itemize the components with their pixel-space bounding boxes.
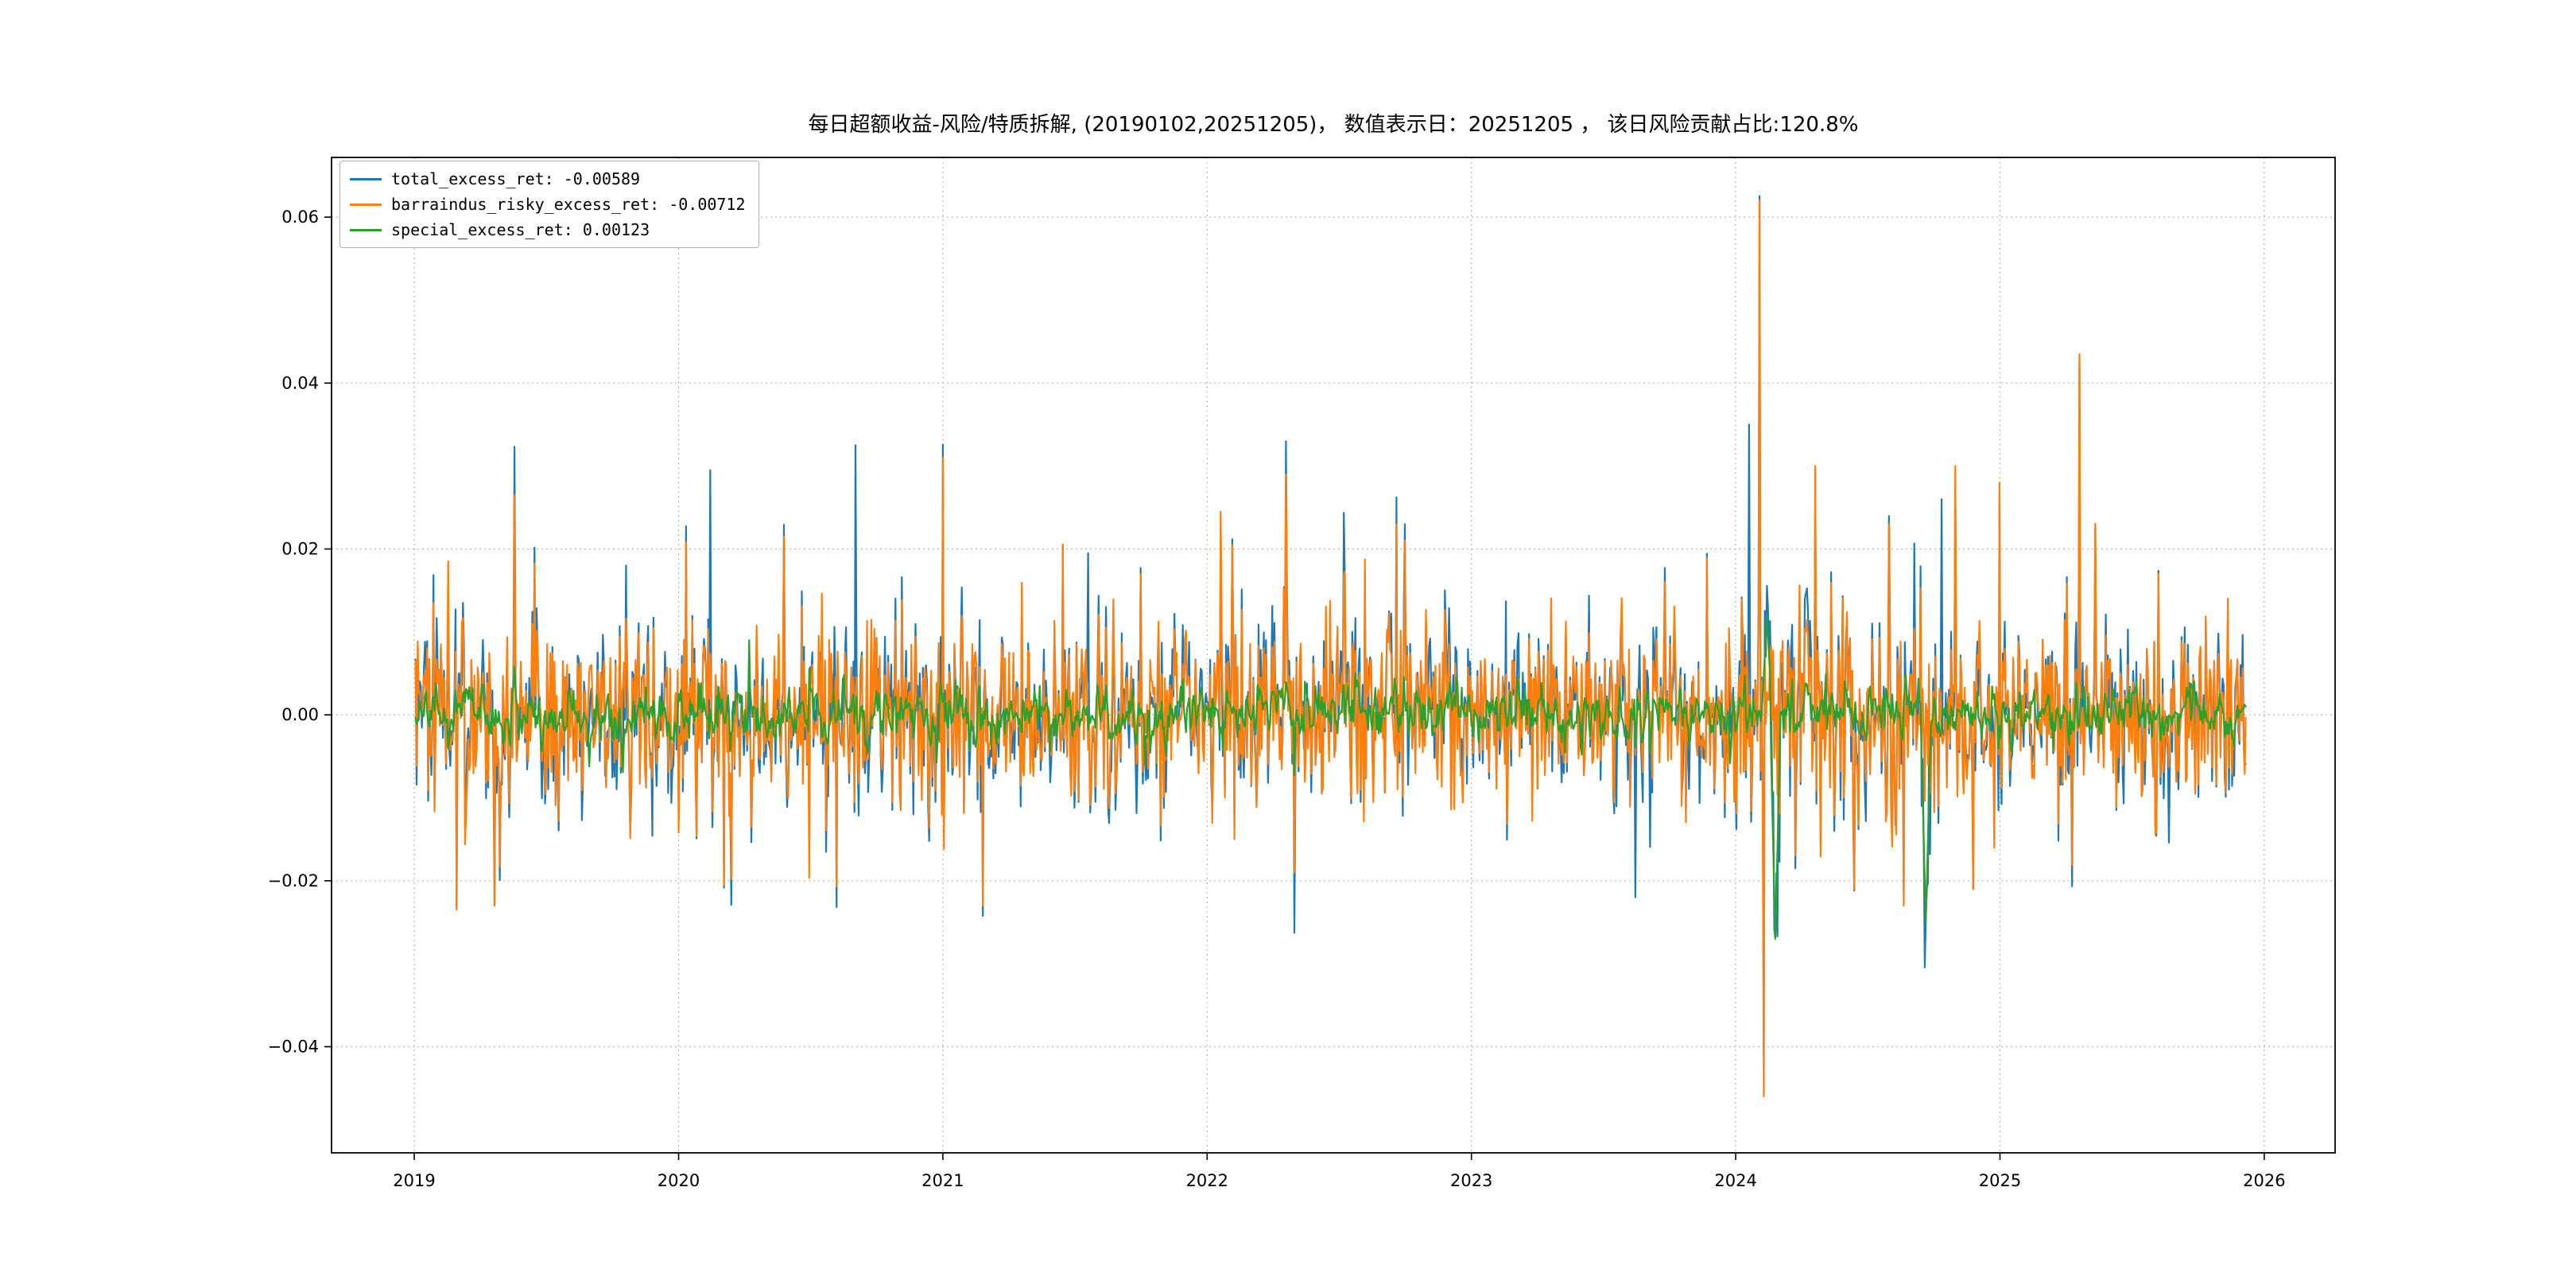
legend-label-risky: barraindus_risky_excess_ret: -0.00712 [391,195,746,214]
legend-item-total: total_excess_ret: -0.00589 [350,169,746,188]
plot-border [331,157,2336,1154]
legend-label-total: total_excess_ret: -0.00589 [391,169,641,188]
y-tick-label: 0.02 [281,540,319,559]
x-tick-label: 2026 [2243,1171,2285,1190]
legend-item-special: special_excess_ret: 0.00123 [350,220,746,239]
legend-line-swatch-total [350,177,382,180]
y-tick-label: 0.00 [281,705,319,724]
y-tick-label: −0.04 [268,1038,319,1057]
legend-label-special: special_excess_ret: 0.00123 [391,220,650,239]
legend-item-risky: barraindus_risky_excess_ret: -0.00712 [350,195,746,214]
chart-title: 每日超额收益-风险/特质拆解, (20190102,20251205)， 数值表… [808,113,1859,137]
series-line-special [414,614,2247,940]
x-tick-label: 2022 [1186,1171,1228,1190]
y-tick-label: −0.02 [268,871,319,890]
legend-line-swatch-risky [350,203,382,206]
x-tick-label: 2021 [921,1171,964,1190]
x-tick-label: 2023 [1450,1171,1492,1190]
x-tick-label: 2019 [393,1171,435,1190]
series-line-risky [414,200,2247,1098]
y-tick-label: 0.06 [281,208,319,227]
x-tick-label: 2020 [658,1171,700,1190]
legend-line-swatch-special [350,228,382,231]
legend: total_excess_ret: -0.00589 barraindus_ri… [339,161,759,248]
x-tick-label: 2025 [1979,1171,2021,1190]
y-tick-label: 0.04 [281,374,319,393]
x-tick-label: 2024 [1714,1171,1756,1190]
